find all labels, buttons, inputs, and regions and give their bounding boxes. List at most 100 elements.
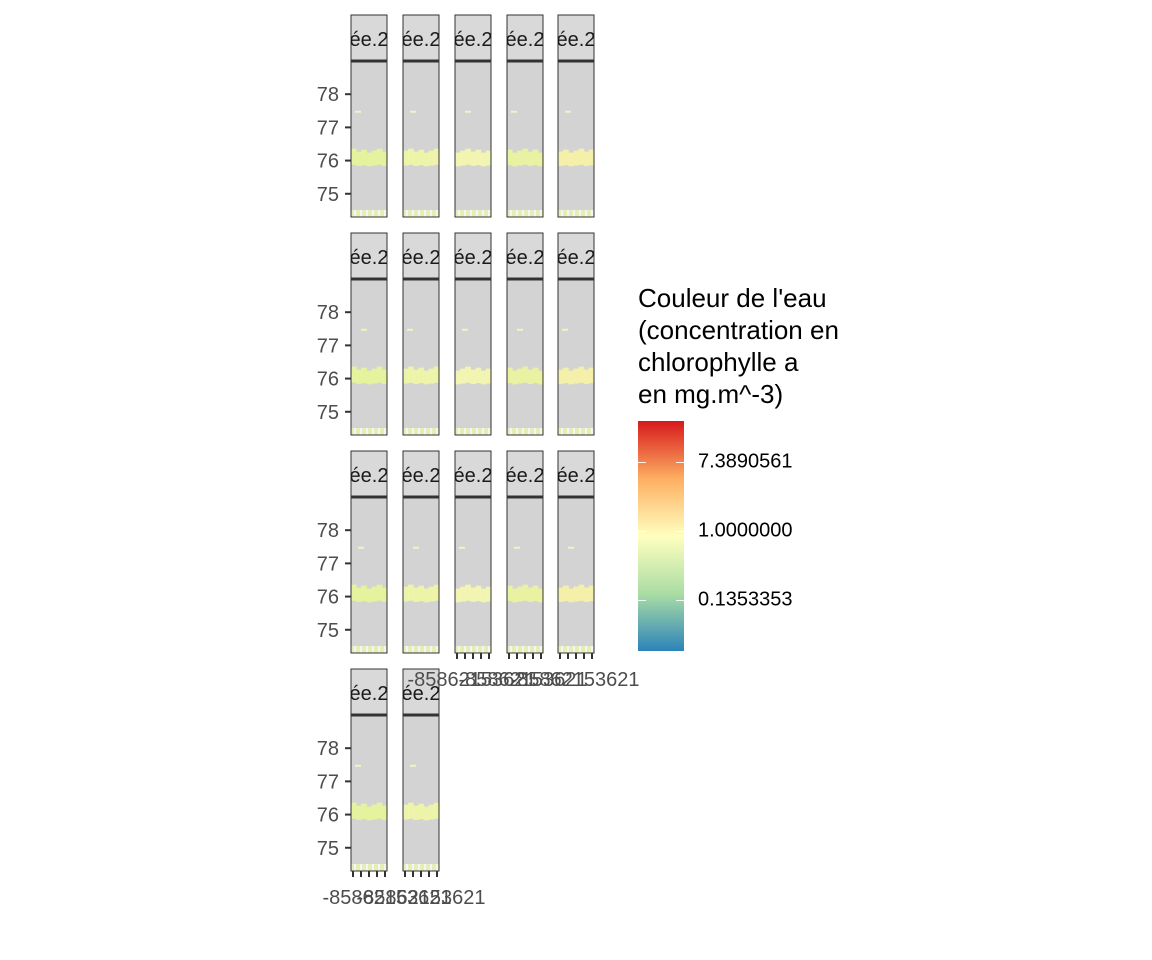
chlorophyll-cell (522, 148, 529, 165)
panel-background (351, 715, 387, 871)
chlorophyll-cell (410, 764, 416, 767)
facet-strip (350, 232, 388, 280)
coast-gap (424, 646, 426, 653)
chlorophyll-cell (376, 802, 383, 819)
y-tick-label: 78 (317, 738, 339, 760)
facet-strip (506, 450, 544, 498)
chlorophyll-cell (403, 804, 409, 820)
coast-gap (406, 646, 408, 653)
coast-gap (366, 428, 368, 435)
facet-panel: ée.2 (402, 668, 441, 877)
chlorophyll-cell (428, 368, 435, 384)
coast-cells (507, 210, 543, 217)
coast-gap (516, 210, 518, 217)
chlorophyll-cell (351, 148, 357, 165)
facet-panel: ée.2 (402, 450, 441, 654)
coast-gap (378, 864, 380, 871)
facet-panel: ée.2 (454, 232, 492, 436)
chlorophyll-cell (573, 150, 580, 166)
coast-cells (403, 428, 439, 435)
coast-gap (354, 646, 356, 653)
chlorophyll-cell (485, 150, 492, 166)
chlorophyll-cell (583, 369, 590, 384)
facet-panel: ée.2 (402, 232, 440, 436)
chlorophyll-cell (403, 586, 409, 602)
legend-break-label: 1.0000000 (698, 519, 793, 542)
y-tick-label: 77 (317, 117, 339, 139)
facet-panel: ée.2 (402, 14, 440, 218)
facet-strip (402, 232, 440, 280)
coast-cells (558, 428, 594, 435)
facet-strip (402, 668, 440, 716)
panel-background (558, 279, 594, 435)
chlorophyll-cell (588, 367, 595, 384)
chlorophyll-cell (433, 366, 440, 383)
coast-gap (540, 210, 542, 217)
coast-gap (436, 646, 438, 653)
chlorophyll-cell (423, 588, 430, 603)
chlorophyll-cell (366, 588, 373, 603)
chlorophyll-cell (537, 152, 544, 167)
chlorophyll-cell (460, 368, 466, 384)
coast-gap (430, 210, 432, 217)
coast-gap (360, 210, 362, 217)
chlorophyll-cell (407, 328, 413, 331)
panel-background (403, 497, 439, 653)
legend-colorbar (638, 421, 684, 651)
chlorophyll-cell (537, 370, 544, 385)
coast-gap (384, 428, 386, 435)
chlorophyll-cell (558, 587, 564, 602)
facet-strip-label: ée.2 (402, 465, 441, 487)
chlorophyll-cell (423, 370, 430, 385)
chlorophyll-cell (532, 585, 539, 602)
facet-panel: ée.2 75 76 77 78 (317, 668, 388, 877)
panel-background (403, 61, 439, 217)
facet-panel: ée.2 (557, 232, 595, 436)
chlorophyll-cell (527, 369, 534, 384)
facet-strip-label: ée.2 (506, 465, 545, 487)
legend-title: Couleur de l'eau (concentration en chlor… (638, 282, 938, 410)
facet-panel: ée.2 (454, 14, 492, 218)
coast-gap (372, 428, 374, 435)
coast-gap (516, 646, 518, 653)
y-tick-label: 76 (317, 587, 339, 609)
coast-gap (406, 210, 408, 217)
chlorophyll-cell (480, 152, 487, 167)
coast-cells (455, 428, 491, 435)
chlorophyll-cell (578, 366, 585, 383)
chlorophyll-cell (517, 328, 523, 331)
panel-background (403, 279, 439, 435)
coast-gap (378, 646, 380, 653)
chlorophyll-cell (588, 149, 595, 166)
coast-gap (354, 210, 356, 217)
chlorophyll-cell (475, 367, 482, 384)
chlorophyll-cell (433, 148, 440, 165)
chlorophyll-cell (455, 152, 461, 167)
coast-gap (528, 646, 530, 653)
facet-panel: ée.2 (506, 450, 545, 659)
coast-gap (488, 646, 490, 653)
chlorophyll-cell (358, 546, 364, 549)
chlorophyll-cell (480, 588, 487, 603)
facet-strip (454, 14, 492, 62)
coast-gap (516, 428, 518, 435)
coast-gap (482, 428, 484, 435)
chlorophyll-cell (517, 150, 523, 166)
legend-tick (638, 530, 646, 532)
coast-cells (507, 646, 543, 653)
coast-cells (507, 428, 543, 435)
coast-gap (585, 210, 587, 217)
coast-cells (558, 210, 594, 217)
chlorophyll-cell (361, 328, 367, 331)
chlorophyll-cell (517, 368, 523, 384)
chlorophyll-cell (565, 110, 571, 113)
chlorophyll-cell (588, 585, 595, 602)
coast-gap (458, 428, 460, 435)
legend-tick (676, 530, 684, 532)
coast-gap (482, 646, 484, 653)
coast-gap (418, 646, 420, 653)
facet-strip-label: ée.2 (402, 683, 441, 705)
chlorophyll-cell (470, 369, 477, 384)
chlorophyll-cell (511, 110, 517, 113)
coast-gap (585, 428, 587, 435)
